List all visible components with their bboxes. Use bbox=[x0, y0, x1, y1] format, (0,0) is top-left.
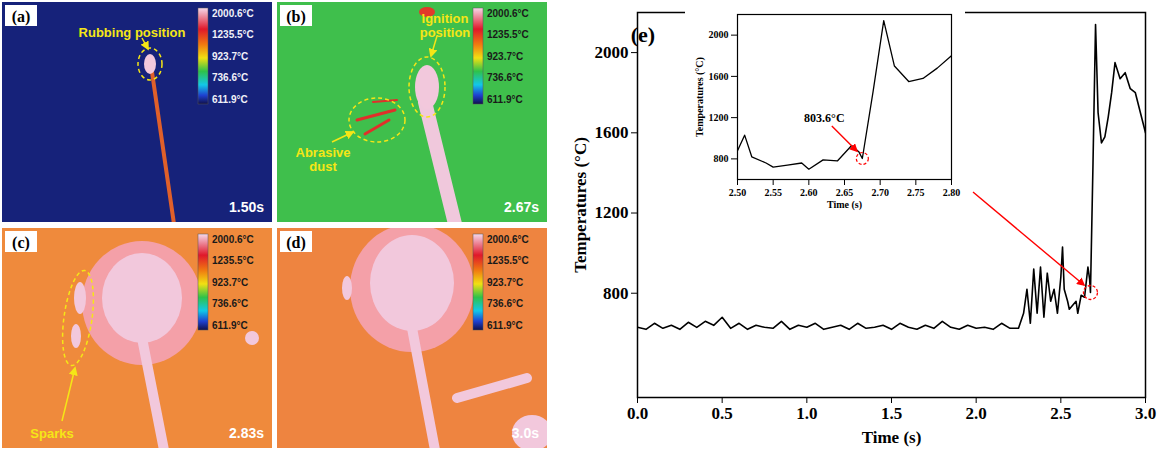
svg-text:Temperatures (°C): Temperatures (°C) bbox=[571, 137, 590, 273]
svg-text:1200: 1200 bbox=[595, 203, 629, 222]
svg-text:(c): (c) bbox=[12, 234, 30, 252]
svg-text:2.50: 2.50 bbox=[729, 187, 747, 198]
svg-text:Rubbing position: Rubbing position bbox=[79, 25, 186, 40]
svg-text:2.0: 2.0 bbox=[966, 404, 987, 423]
svg-text:Temperatures (°C): Temperatures (°C) bbox=[694, 57, 706, 137]
svg-text:736.6°C: 736.6°C bbox=[212, 298, 248, 309]
svg-text:1.5: 1.5 bbox=[881, 404, 902, 423]
svg-text:0.0: 0.0 bbox=[627, 404, 648, 423]
svg-text:923.7°C: 923.7°C bbox=[212, 51, 248, 62]
svg-text:611.9°C: 611.9°C bbox=[487, 94, 523, 105]
svg-text:(d): (d) bbox=[286, 234, 306, 252]
svg-text:2.5: 2.5 bbox=[1050, 404, 1071, 423]
svg-text:0.5: 0.5 bbox=[712, 404, 733, 423]
svg-text:2.55: 2.55 bbox=[764, 187, 782, 198]
svg-text:2.65: 2.65 bbox=[836, 187, 854, 198]
svg-text:2000: 2000 bbox=[595, 43, 629, 62]
svg-text:position: position bbox=[420, 25, 471, 40]
svg-text:3.0s: 3.0s bbox=[512, 425, 539, 441]
svg-text:Abrasive: Abrasive bbox=[296, 145, 351, 160]
svg-text:dust: dust bbox=[309, 159, 337, 174]
svg-text:736.6°C: 736.6°C bbox=[212, 72, 248, 83]
svg-text:803.6°C: 803.6°C bbox=[804, 111, 844, 125]
svg-text:1200: 1200 bbox=[709, 112, 729, 123]
svg-text:1235.5°C: 1235.5°C bbox=[487, 255, 529, 266]
svg-text:(e): (e) bbox=[631, 22, 655, 47]
svg-text:2.70: 2.70 bbox=[871, 187, 889, 198]
svg-text:2000.6°C: 2000.6°C bbox=[487, 8, 529, 19]
svg-text:2.60: 2.60 bbox=[800, 187, 818, 198]
svg-text:611.9°C: 611.9°C bbox=[212, 94, 248, 105]
svg-text:2000.6°C: 2000.6°C bbox=[487, 234, 529, 245]
svg-text:2000: 2000 bbox=[709, 29, 729, 40]
svg-text:Ignition: Ignition bbox=[422, 11, 469, 26]
svg-text:611.9°C: 611.9°C bbox=[212, 320, 248, 331]
svg-text:2.83s: 2.83s bbox=[229, 425, 264, 441]
svg-text:1235.5°C: 1235.5°C bbox=[212, 29, 254, 40]
svg-text:Sparks: Sparks bbox=[30, 426, 73, 441]
svg-text:Time (s): Time (s) bbox=[862, 428, 922, 447]
svg-text:Time (s): Time (s) bbox=[827, 199, 862, 211]
svg-text:1600: 1600 bbox=[709, 71, 729, 82]
svg-text:800: 800 bbox=[603, 284, 629, 303]
svg-text:2.67s: 2.67s bbox=[504, 199, 539, 215]
svg-text:1235.5°C: 1235.5°C bbox=[212, 255, 254, 266]
svg-text:3.0: 3.0 bbox=[1135, 404, 1156, 423]
svg-text:1235.5°C: 1235.5°C bbox=[487, 29, 529, 40]
svg-text:2000.6°C: 2000.6°C bbox=[212, 8, 254, 19]
svg-text:800: 800 bbox=[714, 153, 729, 164]
svg-text:923.7°C: 923.7°C bbox=[212, 277, 248, 288]
svg-text:923.7°C: 923.7°C bbox=[487, 277, 523, 288]
svg-text:(a): (a) bbox=[12, 8, 31, 26]
svg-text:2.80: 2.80 bbox=[943, 187, 961, 198]
svg-text:736.6°C: 736.6°C bbox=[487, 72, 523, 83]
svg-text:736.6°C: 736.6°C bbox=[487, 298, 523, 309]
svg-text:(b): (b) bbox=[286, 8, 306, 26]
svg-text:1.50s: 1.50s bbox=[229, 199, 264, 215]
svg-text:1600: 1600 bbox=[595, 123, 629, 142]
svg-text:611.9°C: 611.9°C bbox=[487, 320, 523, 331]
svg-text:1.0: 1.0 bbox=[796, 404, 817, 423]
svg-text:2000.6°C: 2000.6°C bbox=[212, 234, 254, 245]
svg-text:2.75: 2.75 bbox=[907, 187, 925, 198]
svg-text:923.7°C: 923.7°C bbox=[487, 51, 523, 62]
